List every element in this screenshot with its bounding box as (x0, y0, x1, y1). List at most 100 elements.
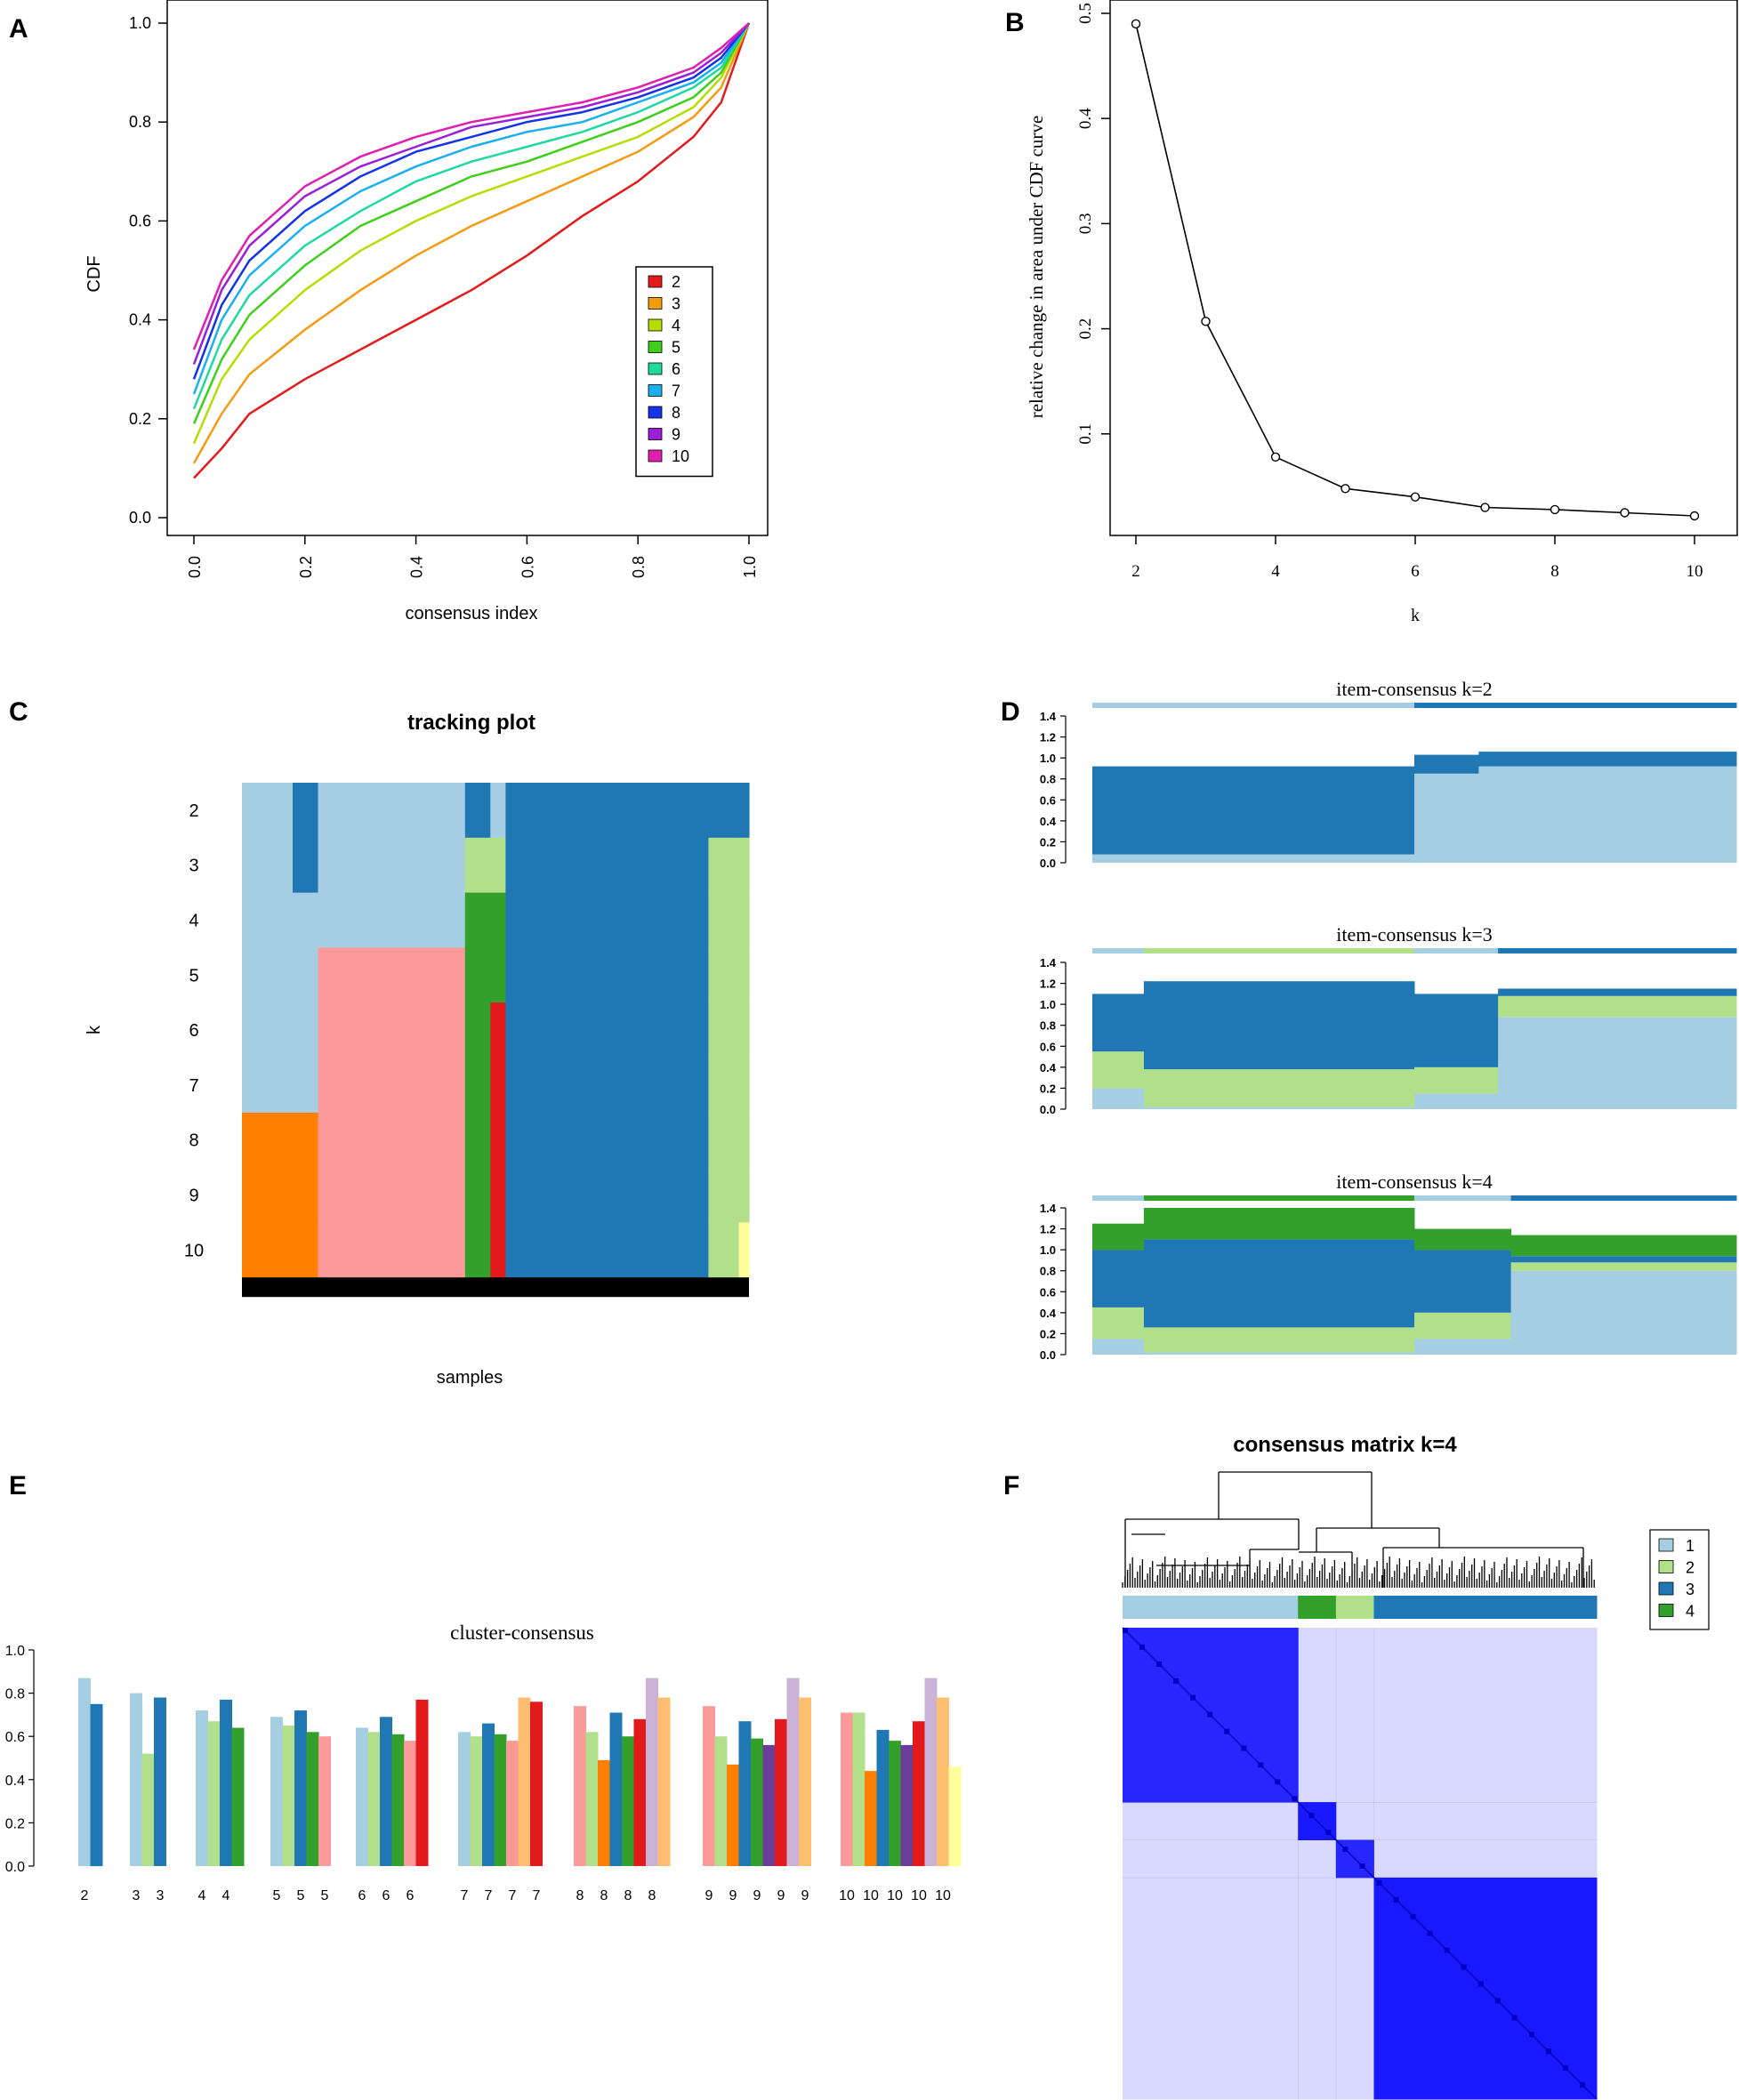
e-bar-k9 (786, 1678, 800, 1866)
d-stack-cluster-3 (1143, 1239, 1415, 1328)
panel-e: E cluster-consensus 0.0 0.2 0.4 0.6 0.8 1.0 2 3… (5, 1471, 962, 1903)
b-y-tick-label: 0.5 (1076, 3, 1095, 24)
f-diagonal (1122, 1627, 1598, 2100)
a-cdf-line-k9 (192, 22, 750, 366)
f-cluster-band (1123, 1596, 1299, 1619)
a-y-tick-label: 0.6 (129, 212, 151, 229)
panel-e-title: cluster-consensus (450, 1621, 594, 1644)
f-block (1123, 1802, 1299, 1840)
a-legend-label: 3 (672, 295, 680, 313)
d-stack-cluster-1 (1414, 773, 1479, 863)
e-bar-label: 5 (321, 1888, 329, 1903)
f-legend-label: 1 (1686, 1537, 1695, 1555)
panel-f-title: consensus matrix k=4 (1233, 1433, 1457, 1457)
c-cell (318, 1167, 466, 1223)
e-bar-label: 9 (801, 1888, 809, 1903)
e-bar-k7 (506, 1741, 519, 1866)
e-bar-k3 (141, 1753, 155, 1866)
c-cell (242, 1002, 294, 1058)
panel-a-label: A (9, 14, 28, 44)
d-title-k3: item-consensus k=3 (1336, 923, 1493, 945)
e-bar-k7 (482, 1723, 495, 1866)
c-cell (738, 1002, 750, 1058)
b-x-tick-label: 4 (1271, 562, 1280, 581)
c-cell (318, 837, 466, 894)
b-x-tick-label: 10 (1687, 562, 1703, 581)
d-stack-cluster-2 (1092, 1307, 1145, 1340)
panel-b-label: B (1005, 8, 1025, 37)
e-y-tick-label: 0.2 (5, 1816, 25, 1831)
d-stack-cluster-3 (1092, 766, 1415, 855)
e-bar-k9 (751, 1738, 763, 1866)
d-y-tick-label: 1.0 (1040, 752, 1056, 765)
f-legend-swatch-2 (1658, 1560, 1674, 1573)
c-cell (242, 947, 294, 1003)
f-cluster-band (1298, 1596, 1337, 1619)
f-block (1123, 1877, 1299, 2100)
e-bar-label: 4 (222, 1888, 230, 1903)
a-legend-label: 4 (672, 317, 680, 334)
e-y-tick-label: 0.4 (5, 1774, 25, 1789)
d-stack-cluster-3 (1510, 1256, 1737, 1263)
panel-b: B 2 4 6 8 10 0.1 0.2 0.3 0.4 0.5 k relative chang… (1005, 0, 1738, 625)
e-bar-label: 7 (509, 1888, 517, 1903)
d-top-band (1414, 703, 1479, 708)
b-y-tick-label: 0.1 (1076, 423, 1095, 445)
e-bar-k7 (518, 1697, 531, 1866)
panel-a-ylabel: CDF (85, 255, 104, 292)
e-bar-label: 7 (461, 1888, 469, 1903)
e-bar-k6 (356, 1727, 368, 1866)
c-cell (464, 837, 491, 894)
e-bar-k8 (633, 1718, 647, 1866)
panel-c-title: tracking plot (407, 711, 535, 735)
d-y-tick-label: 1.4 (1040, 956, 1057, 970)
c-cell (293, 892, 319, 948)
e-bar-label: 5 (297, 1888, 305, 1903)
d-y-tick-label: 1.2 (1040, 731, 1056, 744)
d-y-tick-label: 0.0 (1040, 857, 1056, 870)
d-stack-cluster-2 (1143, 1327, 1415, 1353)
d-top-band (1143, 948, 1415, 953)
b-x-tick-label: 2 (1131, 562, 1140, 581)
c-row-label: 7 (189, 1076, 198, 1096)
d-y-tick-label: 0.8 (1040, 1265, 1056, 1278)
c-cell (708, 837, 740, 894)
b-point-k8 (1550, 504, 1560, 515)
d-stack-cluster-1 (1498, 1017, 1737, 1109)
e-bar-k8 (574, 1706, 586, 1866)
e-bar-k10 (900, 1744, 914, 1866)
a-legend-swatch-k4 (648, 318, 663, 332)
panel-b-plot-box (1109, 0, 1738, 536)
d-y-tick-label: 0.0 (1040, 1348, 1056, 1362)
a-legend-label: 5 (672, 339, 680, 357)
c-cell (293, 947, 319, 1003)
e-bar-label: 9 (753, 1888, 761, 1903)
c-cell (464, 892, 491, 948)
b-y-tick-label: 0.4 (1076, 108, 1095, 129)
d-stack-cluster-3 (1414, 754, 1479, 774)
e-bar-k4 (220, 1699, 232, 1866)
e-bar-k6 (391, 1734, 405, 1866)
panel-f-label: F (1003, 1471, 1019, 1501)
e-bar-label: 10 (935, 1888, 951, 1903)
d-stack-cluster-2 (1414, 1066, 1499, 1094)
d-stack-cluster-3 (1478, 752, 1737, 767)
d-title-k2: item-consensus k=2 (1336, 678, 1493, 700)
e-bar-k8 (585, 1732, 599, 1866)
c-cell (293, 1222, 319, 1278)
d-y-tick-label: 0.6 (1040, 1040, 1056, 1053)
c-cell (505, 783, 709, 839)
f-cluster-band (1335, 1596, 1374, 1619)
e-bar-label: 6 (382, 1888, 390, 1903)
c-cell (242, 1112, 294, 1169)
c-cell (490, 783, 506, 839)
panel-f-consensus-matrix: 1 2 3 4 (1122, 1471, 1710, 2100)
e-bar-label: 10 (839, 1888, 855, 1903)
panel-e-cluster-consensus: 0.0 0.2 0.4 0.6 0.8 1.0 2 3 3 4 4 5 5 5 6 6 6 7 7 7 7 8 8 8 8 9 9 9… (5, 1644, 962, 1903)
panel-a-xlabel: consensus index (406, 604, 538, 624)
d-top-band (1498, 948, 1737, 953)
e-bar-k6 (380, 1717, 392, 1866)
c-cell (505, 892, 709, 948)
a-cdf-line-k8 (192, 22, 750, 380)
e-y-tick-label: 0.0 (5, 1860, 25, 1875)
